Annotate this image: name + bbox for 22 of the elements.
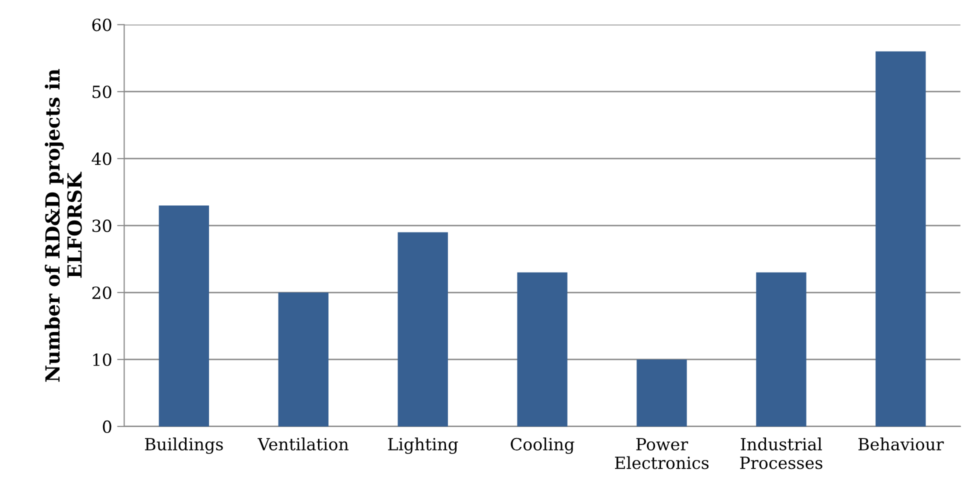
y-axis-title: Number of RD&D projects in ELFORSK xyxy=(44,68,82,382)
y-tick-label: 0 xyxy=(102,420,112,434)
y-tick-label: 30 xyxy=(92,220,112,232)
bar xyxy=(158,205,210,426)
x-tick-label: Lighting xyxy=(388,438,458,454)
x-tick-label: Cooling xyxy=(510,438,574,454)
x-tick-label: Ventilation xyxy=(258,438,349,450)
bar xyxy=(636,359,687,426)
y-tick-label: 10 xyxy=(93,353,112,366)
x-tick-label: Behaviour xyxy=(858,438,944,450)
bar xyxy=(517,272,568,426)
y-tick-label: 60 xyxy=(92,18,112,32)
bar xyxy=(876,51,926,426)
y-tick-label: 20 xyxy=(92,286,112,300)
bar xyxy=(398,232,448,426)
bar xyxy=(278,292,328,426)
y-tick-label: 40 xyxy=(92,152,112,166)
x-tick-label: Buildings xyxy=(145,438,223,454)
bar xyxy=(756,272,806,426)
x-tick-label: Industrial Processes xyxy=(740,438,822,470)
x-tick-label: Power Electronics xyxy=(615,438,709,470)
y-tick-label: 50 xyxy=(92,86,112,98)
